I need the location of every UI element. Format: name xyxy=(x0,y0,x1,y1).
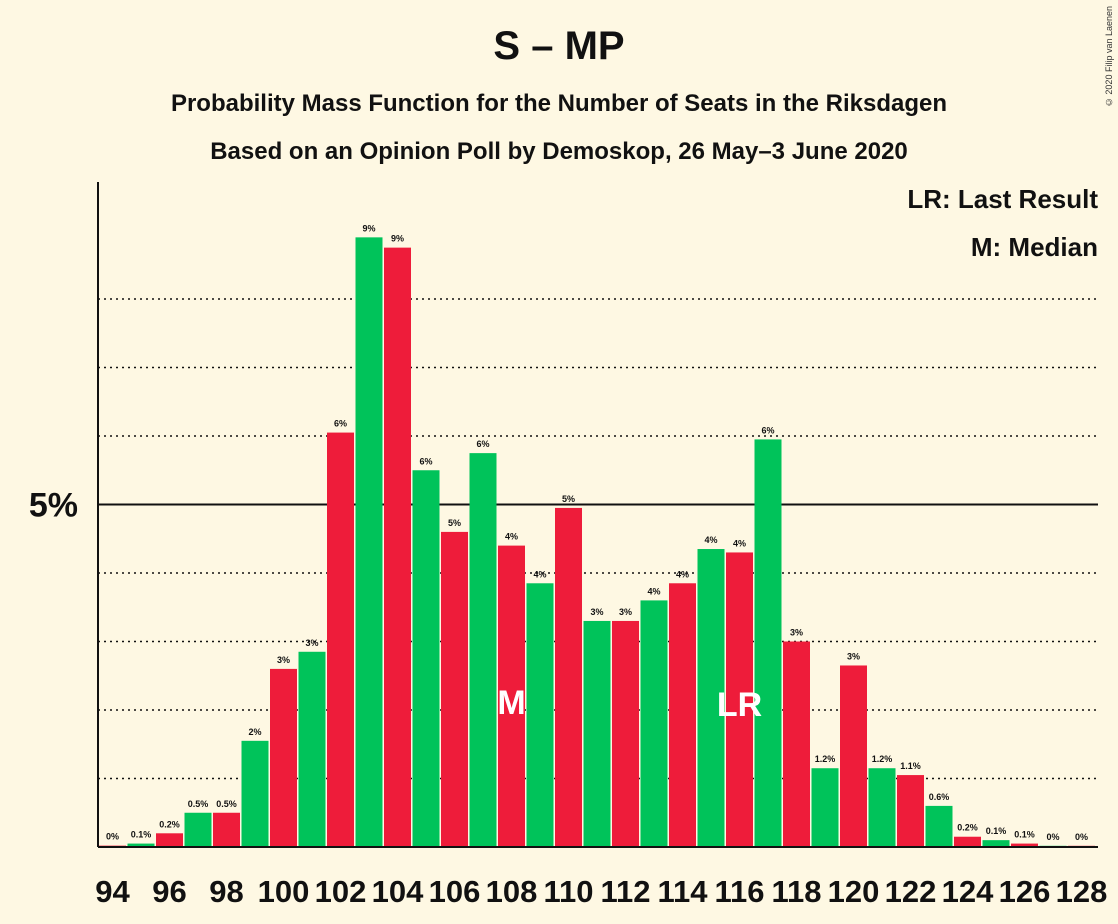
bar-value-label: 3% xyxy=(277,655,290,665)
bar-value-label: 4% xyxy=(647,586,660,596)
legend-median: M: Median xyxy=(970,232,1098,262)
bar xyxy=(982,840,1010,847)
last-result-marker: LR xyxy=(717,686,762,724)
bar xyxy=(127,843,155,847)
bar-value-label: 0.1% xyxy=(131,830,152,840)
bar-value-label: 0.5% xyxy=(216,799,237,809)
bar-value-label: 6% xyxy=(476,439,489,449)
x-tick-label: 122 xyxy=(885,874,937,909)
bar xyxy=(327,432,354,847)
bar-value-label: 0.5% xyxy=(188,799,209,809)
bar-value-label: 4% xyxy=(704,535,717,545)
bar-value-label: 4% xyxy=(533,569,546,579)
bar-value-label: 3% xyxy=(619,607,632,617)
x-tick-label: 98 xyxy=(209,874,243,909)
x-tick-label: 114 xyxy=(657,874,708,909)
bar xyxy=(640,600,668,847)
bar-value-label: 9% xyxy=(391,234,404,244)
bar-value-label: 3% xyxy=(790,628,803,638)
bar-value-label: 0.1% xyxy=(1014,830,1035,840)
bar xyxy=(925,805,953,847)
bar-value-label: 5% xyxy=(448,518,461,528)
bar xyxy=(697,549,725,847)
x-tick-label: 104 xyxy=(372,874,424,909)
bar xyxy=(384,247,411,847)
bar xyxy=(156,833,183,847)
legend-last-result: LR: Last Result xyxy=(907,184,1098,214)
bar-value-label: 0% xyxy=(1046,832,1059,842)
bar xyxy=(897,775,924,847)
bar xyxy=(954,836,981,847)
bar xyxy=(213,812,240,847)
x-tick-label: 128 xyxy=(1056,874,1108,909)
bar xyxy=(555,507,582,847)
x-tick-label: 120 xyxy=(828,874,880,909)
bar-value-label: 0.6% xyxy=(929,792,950,802)
bar-value-label: 1.2% xyxy=(872,754,893,764)
bar-value-label: 1.2% xyxy=(815,754,836,764)
chart-subtitle: Probability Mass Function for the Number… xyxy=(170,90,948,117)
x-tick-label: 116 xyxy=(714,874,764,909)
x-tick-label: 100 xyxy=(258,874,310,909)
bar-value-label: 0.2% xyxy=(159,819,180,829)
bar xyxy=(811,768,839,847)
bar-value-label: 6% xyxy=(334,419,347,429)
bar xyxy=(612,620,639,847)
median-marker: M xyxy=(497,684,525,722)
bar xyxy=(669,583,696,847)
x-tick-label: 124 xyxy=(942,874,994,909)
bar-value-label: 9% xyxy=(362,223,375,233)
bar xyxy=(184,812,212,847)
bar-value-label: 3% xyxy=(847,651,860,661)
bar xyxy=(412,470,440,847)
bar xyxy=(498,545,525,847)
bar xyxy=(469,453,497,847)
bar xyxy=(783,641,810,847)
bar-value-label: 1.1% xyxy=(900,761,921,771)
bar xyxy=(583,620,611,847)
y-tick-label: 5% xyxy=(29,487,78,525)
x-tick-label: 112 xyxy=(600,874,650,909)
bar-value-label: 6% xyxy=(419,456,432,466)
bar xyxy=(526,583,554,847)
x-tick-label: 102 xyxy=(315,874,367,909)
bar xyxy=(754,439,782,847)
bar xyxy=(441,531,468,847)
chart-title: S – MP xyxy=(493,24,625,68)
bar xyxy=(840,665,867,847)
bar xyxy=(355,237,383,848)
bar xyxy=(270,668,297,847)
x-tick-label: 96 xyxy=(152,874,186,909)
bar xyxy=(868,768,896,847)
bar-value-label: 4% xyxy=(505,532,518,542)
bar xyxy=(298,651,326,847)
bar-value-label: 0% xyxy=(106,832,119,842)
bar-value-label: 3% xyxy=(590,607,603,617)
x-tick-label: 110 xyxy=(543,874,593,909)
bar-value-label: 3% xyxy=(305,638,318,648)
bar-value-label: 4% xyxy=(733,538,746,548)
bar xyxy=(241,740,269,847)
chart-source-line: Based on an Opinion Poll by Demoskop, 26… xyxy=(210,138,908,165)
bar-value-label: 5% xyxy=(562,494,575,504)
bar-value-label: 0.2% xyxy=(957,823,978,833)
x-tick-label: 94 xyxy=(95,874,130,909)
x-tick-label: 126 xyxy=(999,874,1051,909)
x-tick-label: 108 xyxy=(486,874,538,909)
x-tick-label: 106 xyxy=(429,874,481,909)
x-tick-label: 118 xyxy=(771,874,821,909)
bar-value-label: 0% xyxy=(1075,832,1088,842)
bar-value-label: 4% xyxy=(676,569,689,579)
bar xyxy=(726,552,753,847)
bar-value-label: 6% xyxy=(761,425,774,435)
bar-value-label: 0.1% xyxy=(986,826,1007,836)
bar-value-label: 2% xyxy=(248,727,261,737)
bar xyxy=(1011,843,1038,847)
